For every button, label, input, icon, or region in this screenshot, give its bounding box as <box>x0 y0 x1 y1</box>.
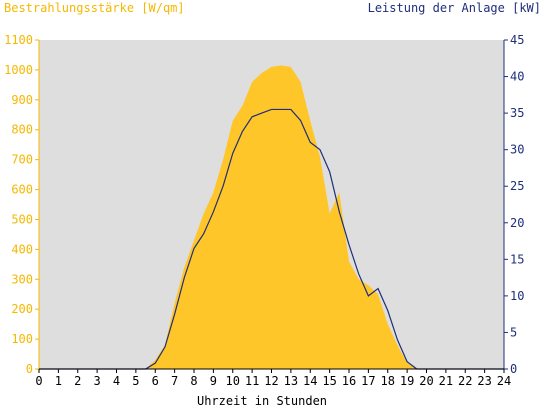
left-tick-label: 300 <box>11 272 33 286</box>
left-tick-label: 1000 <box>4 63 33 77</box>
x-tick-label: 2 <box>74 374 81 388</box>
right-tick-label: 25 <box>510 179 524 193</box>
x-tick-label: 14 <box>303 374 317 388</box>
left-tick-label: 0 <box>26 362 33 376</box>
x-tick-label: 5 <box>132 374 139 388</box>
axes-layer: 0100200300400500600700800900100011000510… <box>4 33 524 388</box>
x-tick-label: 21 <box>439 374 453 388</box>
x-tick-label: 3 <box>94 374 101 388</box>
x-tick-label: 12 <box>264 374 278 388</box>
left-tick-label: 400 <box>11 242 33 256</box>
x-axis-title: Uhrzeit in Stunden <box>197 394 327 408</box>
x-tick-label: 9 <box>210 374 217 388</box>
right-tick-label: 5 <box>510 325 517 339</box>
x-tick-label: 8 <box>190 374 197 388</box>
x-tick-label: 1 <box>55 374 62 388</box>
right-tick-label: 35 <box>510 106 524 120</box>
x-tick-label: 20 <box>419 374 433 388</box>
right-tick-label: 45 <box>510 33 524 47</box>
x-tick-label: 23 <box>477 374 491 388</box>
right-tick-label: 20 <box>510 216 524 230</box>
x-tick-label: 18 <box>381 374 395 388</box>
left-tick-label: 100 <box>11 332 33 346</box>
x-tick-label: 6 <box>152 374 159 388</box>
right-tick-label: 15 <box>510 252 524 266</box>
x-tick-label: 22 <box>458 374 472 388</box>
x-tick-label: 4 <box>113 374 120 388</box>
left-tick-label: 600 <box>11 183 33 197</box>
right-tick-label: 0 <box>510 362 517 376</box>
x-tick-label: 19 <box>400 374 414 388</box>
irradiance-area <box>39 65 504 369</box>
right-tick-label: 10 <box>510 289 524 303</box>
right-axis-title: Leistung der Anlage [kW] <box>368 1 541 15</box>
left-tick-label: 700 <box>11 153 33 167</box>
right-tick-label: 30 <box>510 143 524 157</box>
x-tick-label: 7 <box>171 374 178 388</box>
x-tick-label: 16 <box>342 374 356 388</box>
left-axis-title: Bestrahlungsstärke [W/qm] <box>4 1 185 15</box>
right-tick-label: 40 <box>510 70 524 84</box>
x-tick-label: 24 <box>497 374 511 388</box>
left-tick-label: 200 <box>11 302 33 316</box>
x-tick-label: 0 <box>35 374 42 388</box>
left-tick-label: 1100 <box>4 33 33 47</box>
left-tick-label: 900 <box>11 93 33 107</box>
x-tick-label: 13 <box>284 374 298 388</box>
left-tick-label: 500 <box>11 212 33 226</box>
x-tick-label: 10 <box>226 374 240 388</box>
x-tick-label: 17 <box>361 374 375 388</box>
power-line <box>39 108 504 370</box>
left-tick-label: 800 <box>11 123 33 137</box>
x-tick-label: 15 <box>322 374 336 388</box>
x-tick-label: 11 <box>245 374 259 388</box>
series-layer <box>39 65 504 370</box>
